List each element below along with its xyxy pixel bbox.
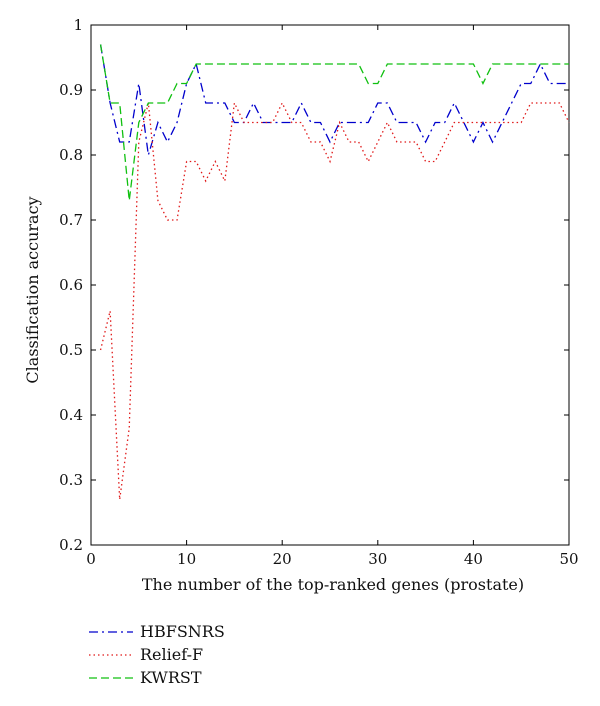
y-tick-label: 0.8 [59,146,83,164]
x-tick-label: 20 [273,550,292,568]
y-axis-label: Classification accuracy [23,196,42,383]
legend-item-hbfsnrs: HBFSNRS [88,620,308,643]
legend-label-relief-f: Relief-F [140,645,204,664]
y-tick-label: 0.3 [59,471,83,489]
legend-label-hbfsnrs: HBFSNRS [140,622,225,641]
x-tick-label: 40 [464,550,483,568]
y-tick-label: 0.7 [59,211,83,229]
legend-item-relief-f: Relief-F [88,643,308,666]
series-line-relief-f [99,100,570,500]
y-tick-label: 1 [73,16,83,34]
legend-swatch-relief-f [89,653,133,656]
legend-item-kwrst: KWRST [88,666,308,689]
legend-swatch-hbfsnrs [89,630,133,633]
series-line-hbfsnrs [99,44,569,156]
y-tick-label: 0.9 [59,81,83,99]
y-tick-label: 0.5 [59,341,83,359]
y-tick-label: 0.4 [59,406,83,424]
x-tick-label: 30 [368,550,387,568]
legend: HBFSNRS Relief-F KWRST [88,620,308,689]
legend-swatch-kwrst [89,676,133,679]
series-layer [99,44,570,500]
ticks-layer: 0 10 20 30 40 50 0.2 0.3 0.4 0.5 0.6 0.7 0.8 0.9 1 [59,16,578,568]
x-tick-label: 10 [177,550,196,568]
legend-label-kwrst: KWRST [140,668,202,687]
x-axis-label: The number of the top-ranked genes (pros… [142,575,524,594]
x-tick-label: 0 [86,550,96,568]
x-tick-label: 50 [559,550,578,568]
y-tick-label: 0.6 [59,276,83,294]
y-tick-label: 0.2 [59,536,83,554]
